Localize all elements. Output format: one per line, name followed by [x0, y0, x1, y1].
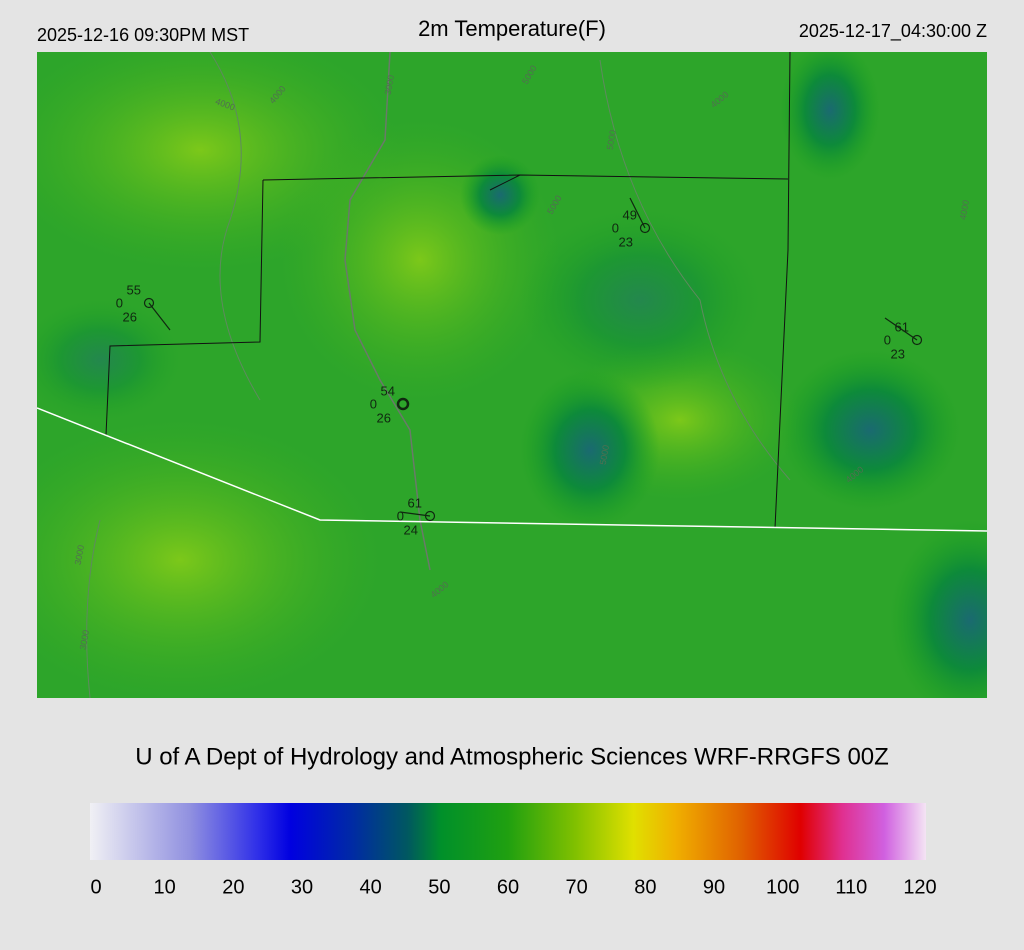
field-shade [520, 210, 760, 390]
temperature: 61 [408, 495, 422, 510]
contour-label: 3000 [78, 629, 91, 650]
valid-utc-time: 2025-12-17_04:30:00 Z [799, 21, 987, 42]
wind-speed: 0 [116, 295, 123, 310]
county-border [105, 52, 791, 529]
map-title: 2m Temperature(F) [418, 16, 606, 41]
contour-line [209, 52, 261, 401]
colorbar-label: 110 [835, 876, 867, 898]
contour-label: 3000 [383, 74, 396, 95]
dewpoint: 26 [377, 410, 391, 425]
contour-label: 4000 [958, 199, 971, 220]
valid-local-time: 2025-12-16 09:30PM MST [37, 25, 249, 45]
station-circle [396, 397, 410, 411]
field-shade [37, 300, 180, 420]
contour-line [86, 519, 101, 698]
colorbar-label: 10 [154, 876, 176, 898]
field-shade [780, 52, 880, 180]
temperature: 49 [623, 207, 637, 222]
station-circle [911, 334, 923, 346]
colorbar [90, 803, 926, 860]
colorbar-label: 20 [222, 876, 244, 898]
wind-barb [399, 511, 431, 517]
dewpoint: 24 [404, 522, 418, 537]
state-border [37, 407, 987, 532]
field-shade [37, 420, 380, 698]
contour-label: 5000 [598, 444, 611, 465]
contour-line [599, 59, 791, 481]
temperature: 55 [127, 282, 141, 297]
wind-barb [148, 302, 171, 331]
field-shade [780, 350, 960, 510]
contour-line [344, 52, 431, 571]
colorbar-label: 90 [703, 876, 725, 898]
dewpoint: 23 [619, 234, 633, 249]
colorbar-label: 100 [766, 876, 799, 898]
field-shade [520, 370, 660, 530]
field-shade [460, 155, 540, 235]
wind-barb [629, 197, 646, 229]
colorbar-label: 0 [90, 876, 101, 898]
contour-label: 5000 [605, 129, 618, 150]
colorbar-label: 120 [903, 876, 936, 898]
temperature: 61 [895, 319, 909, 334]
colorbar-label: 30 [291, 876, 313, 898]
station-circle [143, 297, 155, 309]
wind-speed: 0 [612, 220, 619, 235]
colorbar-label: 80 [634, 876, 656, 898]
wind-speed: 0 [397, 508, 404, 523]
dewpoint: 26 [123, 309, 137, 324]
contour-label: 3000 [73, 544, 86, 565]
colorbar-ticks: 0 10 20 30 40 50 60 70 80 90 100 110 120 [90, 876, 936, 898]
wind-speed: 0 [884, 332, 891, 347]
station-circle [639, 222, 651, 234]
temperature: 54 [381, 383, 395, 398]
colorbar-label: 50 [428, 876, 450, 898]
colorbar-label: 40 [360, 876, 382, 898]
field-shade [890, 520, 987, 698]
wind-barb [884, 317, 918, 341]
colorbar-label: 60 [497, 876, 519, 898]
dewpoint: 23 [891, 346, 905, 361]
credit: U of A Dept of Hydrology and Atmospheric… [135, 743, 889, 770]
wind-speed: 0 [370, 396, 377, 411]
colorbar-label: 70 [566, 876, 588, 898]
